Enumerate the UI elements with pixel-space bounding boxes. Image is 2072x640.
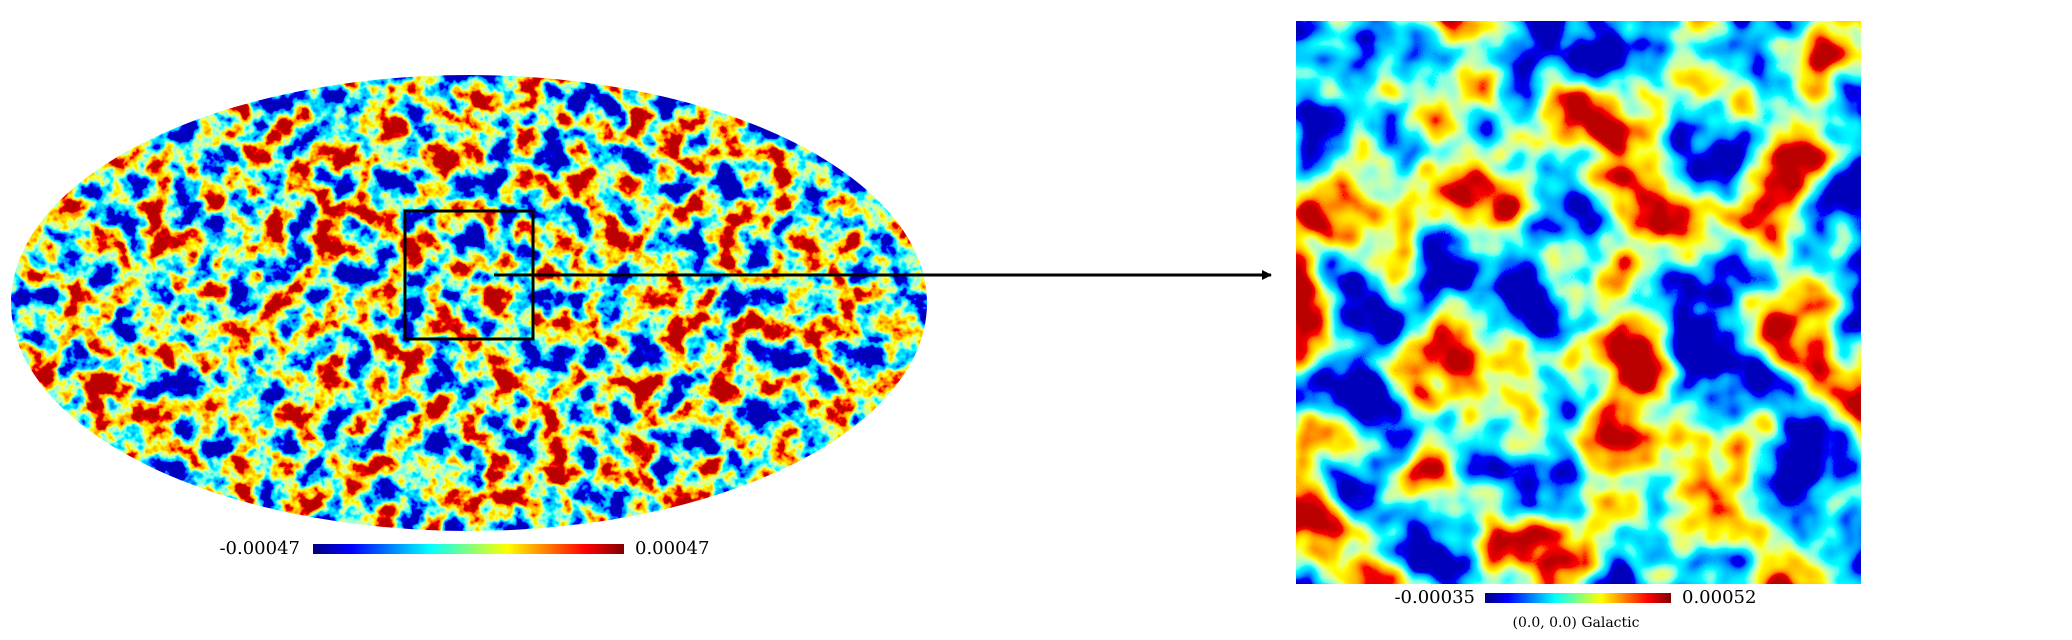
colorbar-max: 0.00047 [635, 538, 709, 559]
colorbar-min: -0.00035 [1394, 587, 1475, 608]
colorbar [1485, 593, 1671, 603]
colorbar-max: 0.00052 [1682, 587, 1756, 608]
mollweide-map [11, 75, 927, 531]
colorbar [313, 544, 624, 554]
coord-label: (0.0, 0.0) Galactic [1513, 615, 1640, 631]
zoom-map [1296, 21, 1861, 584]
colorbar-min: -0.00047 [219, 538, 300, 559]
